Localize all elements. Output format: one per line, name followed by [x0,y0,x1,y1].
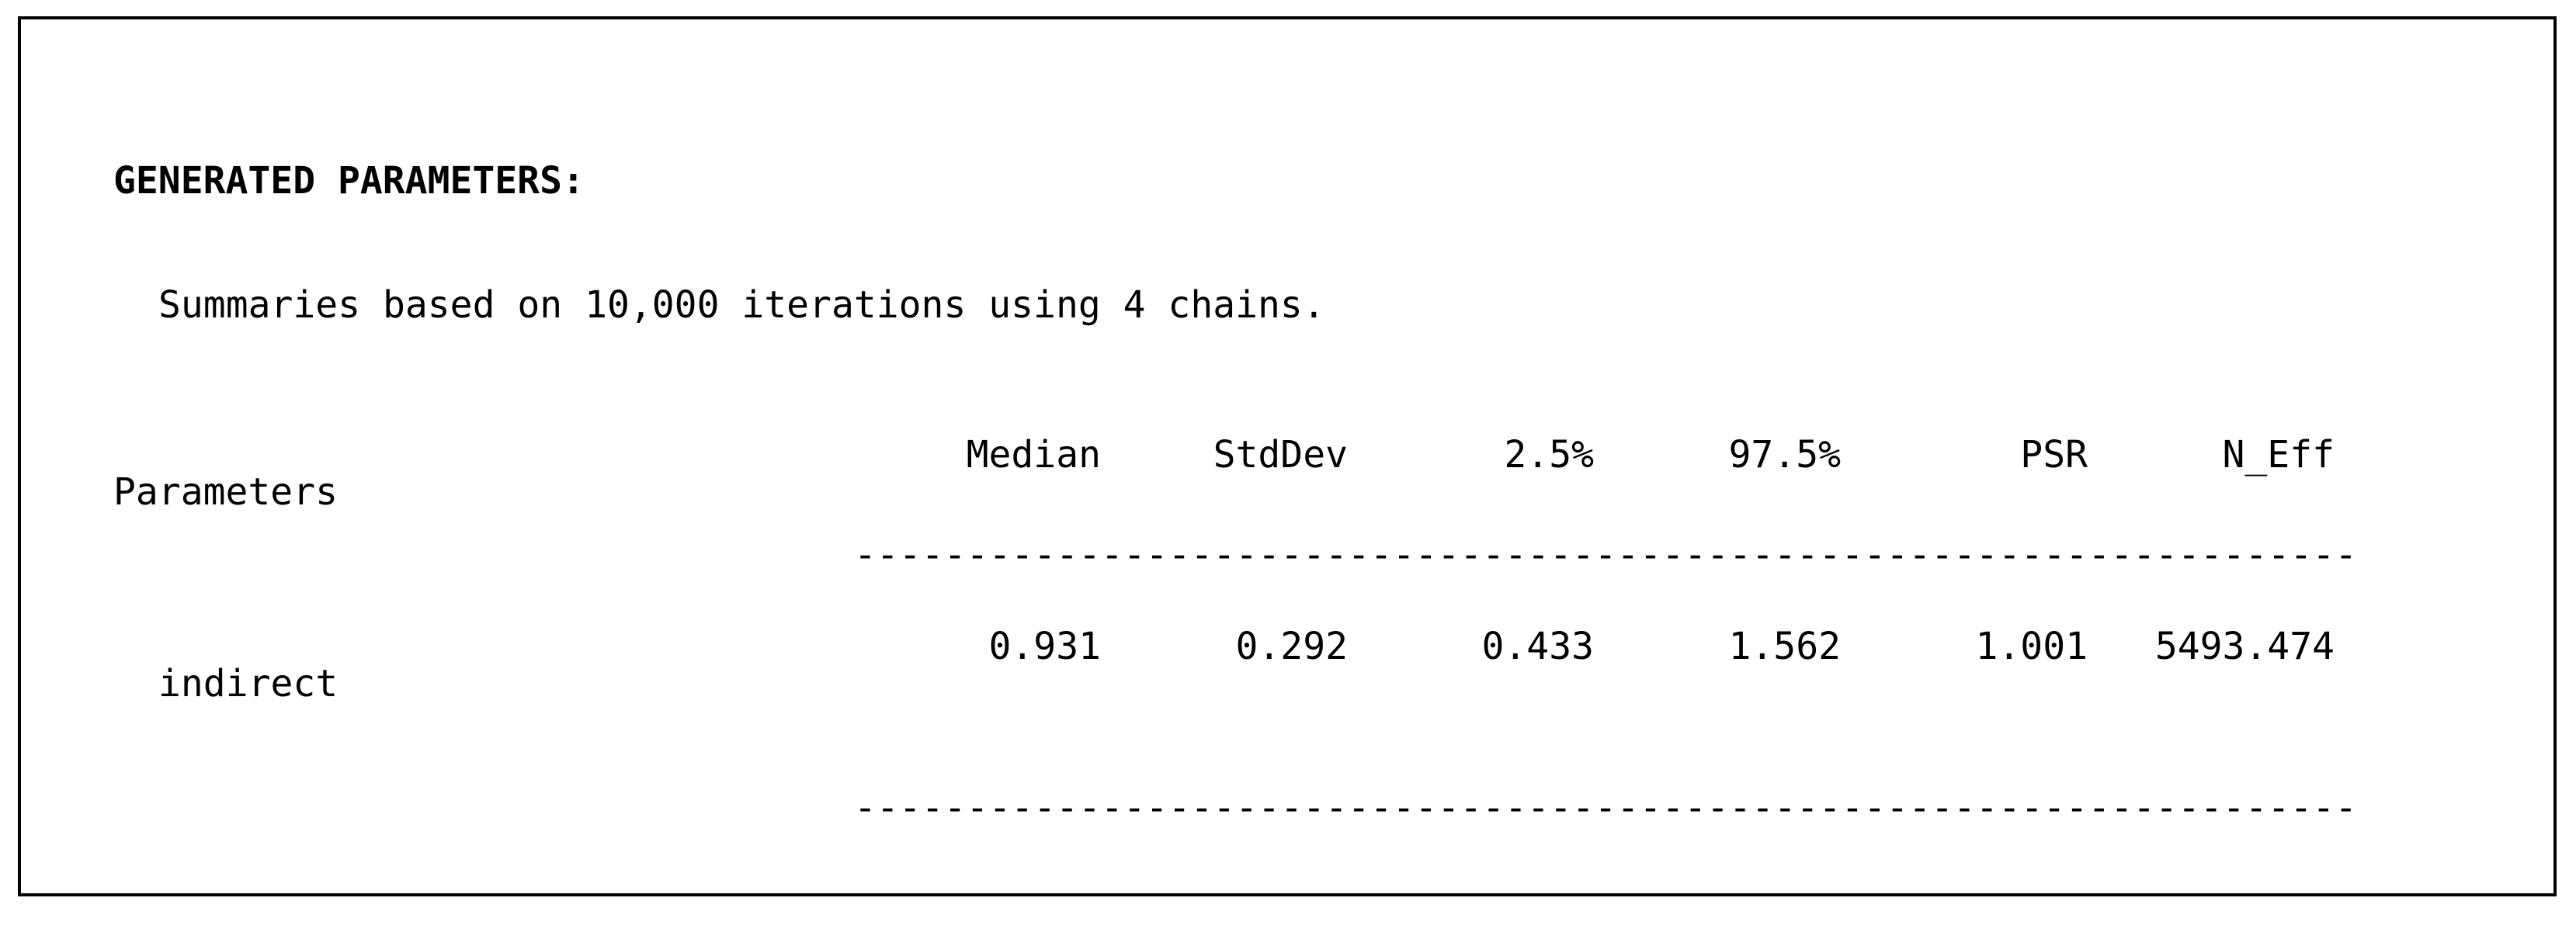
iterations-summary: Summaries based on 10,000 iterations usi… [158,283,1325,327]
cell-97-5-pct: 1.562 [1728,625,1842,668]
iterations-summary-line: Summaries based on 10,000 iterations usi… [0,249,2576,324]
section-title: GENERATED PARAMETERS: [113,159,585,203]
row-label-indirect: indirect [158,662,338,705]
cell-psr: 1.001 [1975,625,2088,668]
cell-stddev: 0.292 [1235,625,1349,668]
cell-n-eff: 5493.474 [2154,625,2335,668]
table-separator-top-line: ----------------------------------------… [0,499,2576,574]
column-header-n-eff: N_Eff [2222,433,2335,477]
table-separator-top: ----------------------------------------… [854,533,2358,577]
section-title-line: GENERATED PARAMETERS: [0,125,2576,199]
cell-median: 0.931 [988,625,1102,668]
column-header-2-5-pct: 2.5% [1504,433,1594,477]
table-row: indirect 0.931 0.292 0.433 1.562 1.001 5… [0,625,2576,702]
column-header-median: Median [966,433,1101,477]
column-header-97-5-pct: 97.5% [1728,433,1842,477]
table-separator-bottom-line: ----------------------------------------… [0,752,2576,827]
parameters-column-header: Parameters [113,470,338,514]
column-header-psr: PSR [2020,433,2088,477]
output-frame [18,16,2557,896]
table-separator-bottom: ----------------------------------------… [854,786,2358,830]
cell-2-5-pct: 0.433 [1481,625,1595,668]
table-header: Parameters Median StdDev 2.5% 97.5% PSR … [0,433,2576,511]
column-header-stddev: StdDev [1213,433,1348,477]
